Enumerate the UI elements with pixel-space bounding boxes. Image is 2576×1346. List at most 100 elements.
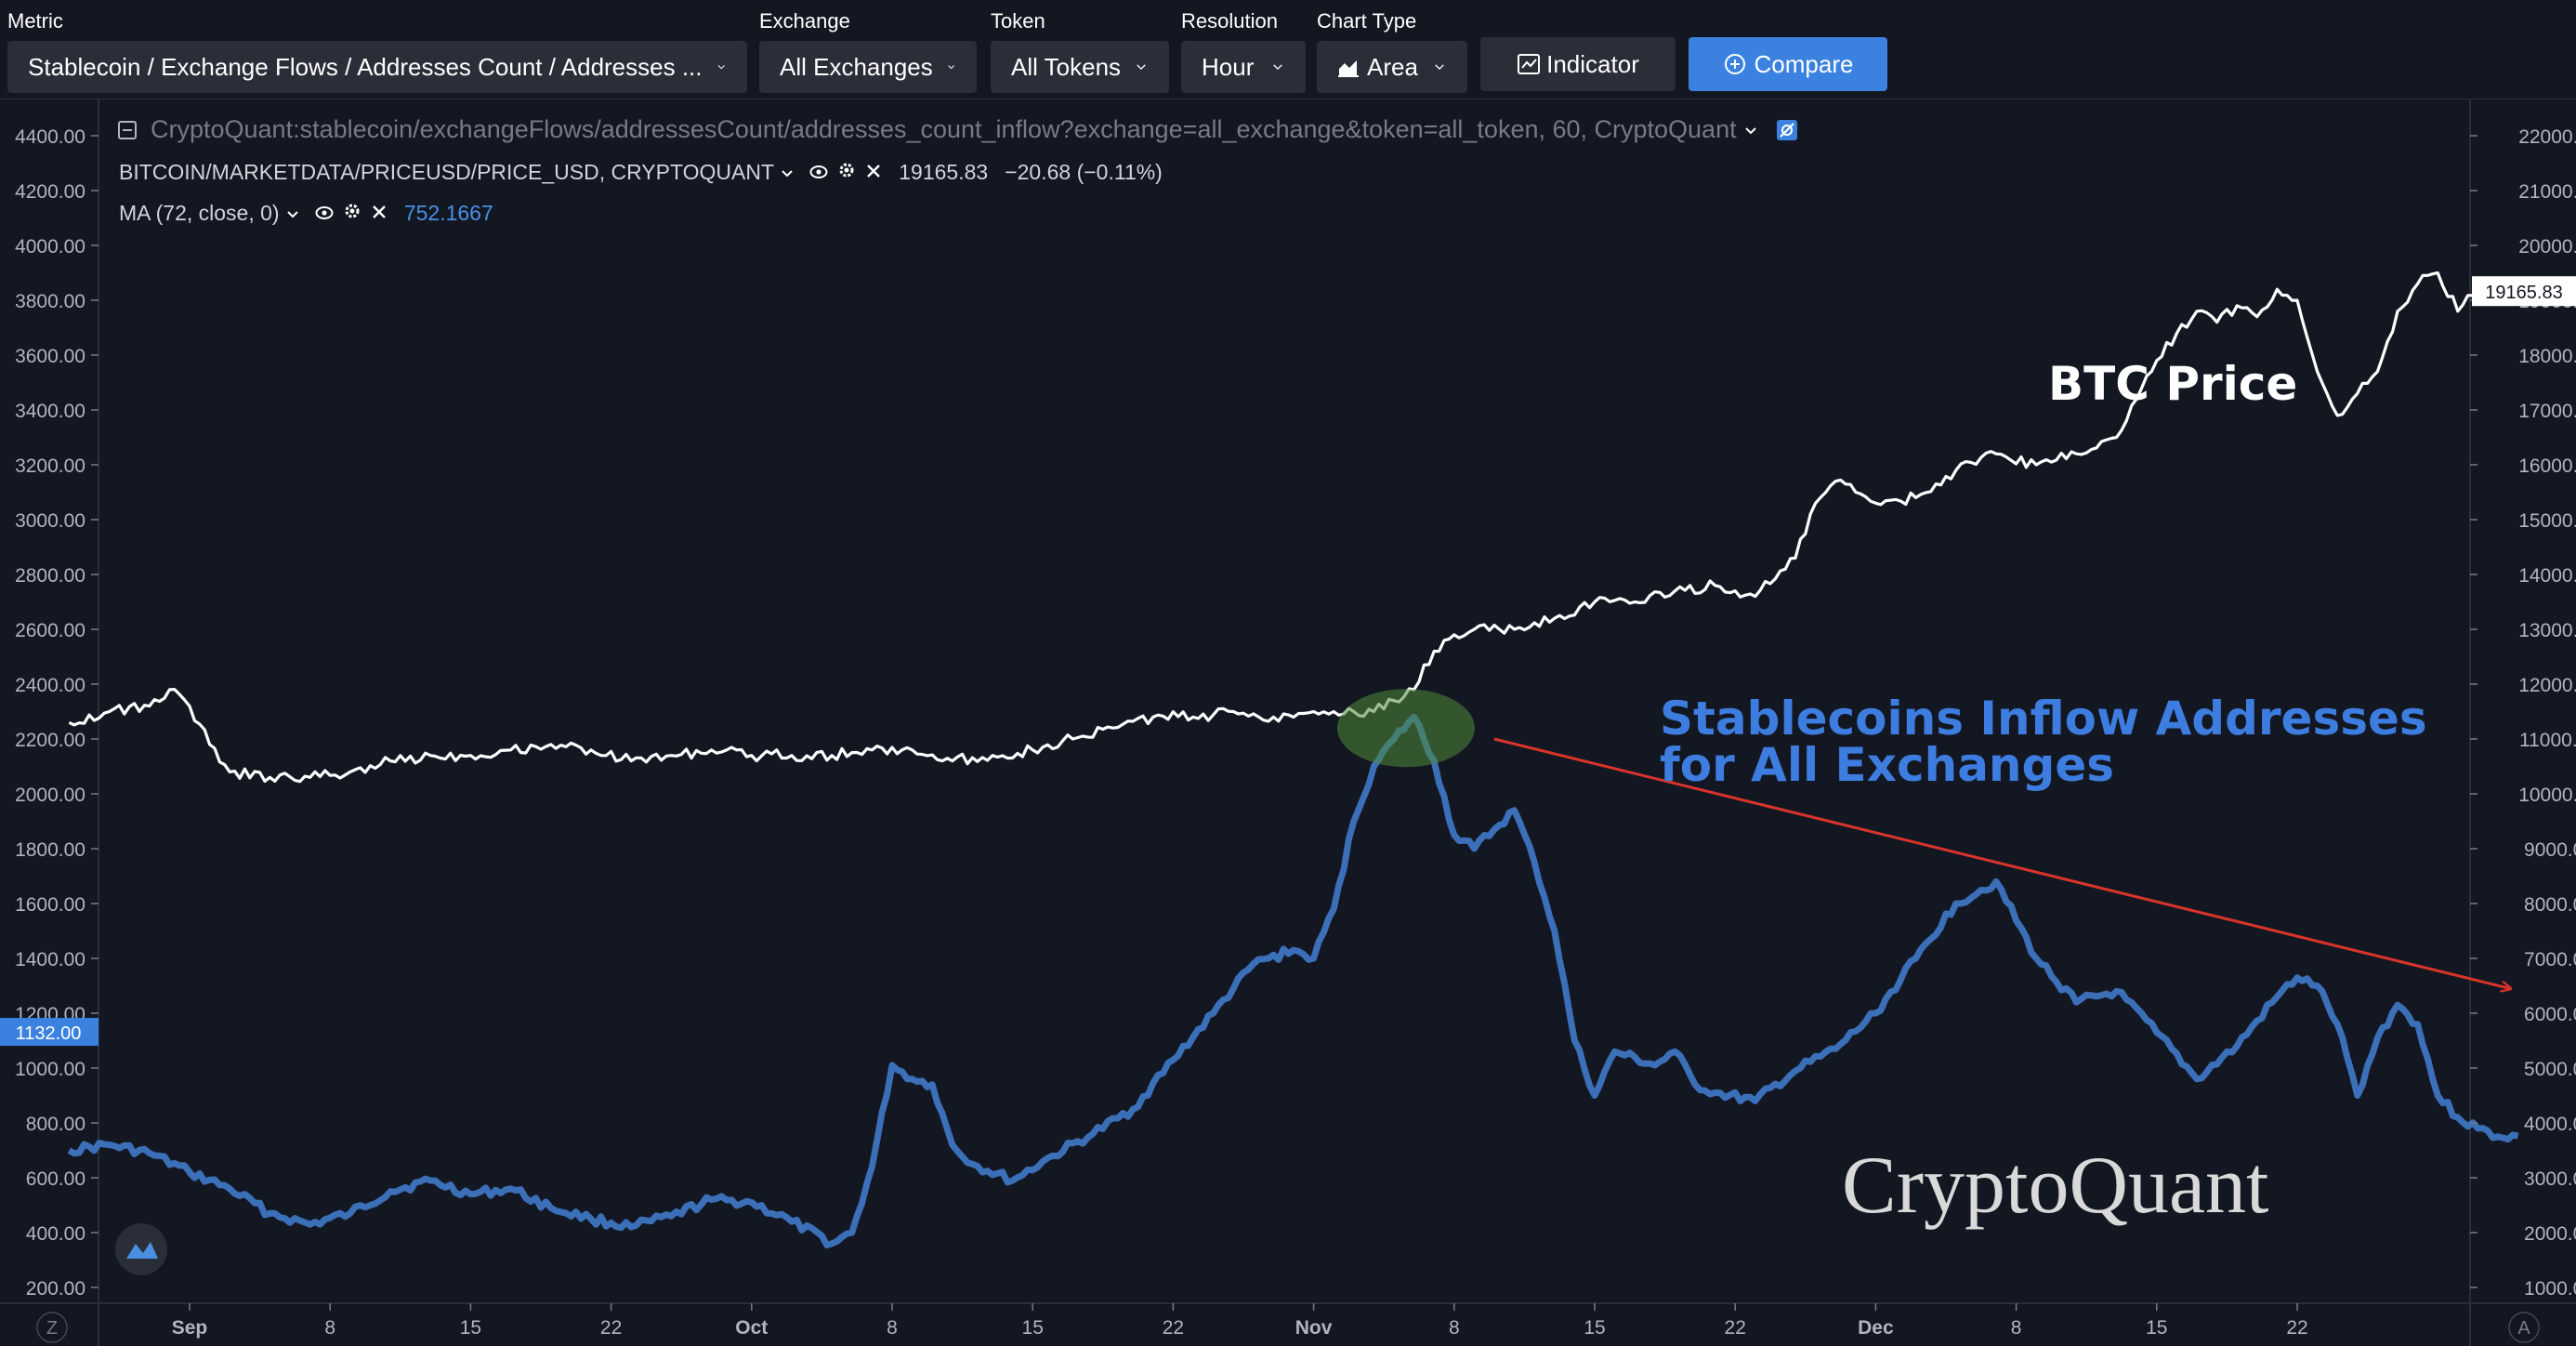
chart-type-label: Chart Type	[1317, 9, 1417, 33]
chevron-down-icon[interactable]	[1742, 122, 1759, 139]
right-axis-tick-label: 8000.00	[2524, 894, 2576, 916]
left-axis-tick-label: 2600.00	[15, 620, 85, 641]
peak-highlight-ellipse	[1336, 689, 1475, 768]
legend-series-price-change: −20.68 (−0.11%)	[1005, 160, 1163, 184]
cryptoquant-watermark: CryptoQuant	[1842, 1141, 2269, 1231]
x-axis-tick-label: 8	[887, 1317, 898, 1339]
left-price-tag	[0, 1018, 99, 1047]
token-group: Token All Tokens	[991, 7, 1169, 93]
gear-icon[interactable]	[343, 202, 361, 220]
app-logo-icon[interactable]	[115, 1223, 167, 1275]
chevron-down-icon	[1273, 64, 1282, 71]
x-axis-tick-label: 8	[2011, 1317, 2022, 1339]
chevron-down-icon	[1137, 64, 1146, 71]
close-icon[interactable]	[865, 163, 882, 179]
right-axis-tick-label: 5000.00	[2524, 1059, 2576, 1080]
axes: 4400.00 4200.00 4000.00 3800.00 3600.00 3400.…	[0, 126, 2576, 1343]
resolution-label: Resolution	[1181, 9, 1278, 33]
eye-icon[interactable]	[809, 165, 828, 179]
right-price-tag-label: 19165.83	[2485, 283, 2562, 303]
right-axis-tick-label: 22000.00	[2518, 126, 2576, 148]
chart-canvas[interactable]: 4400.00 4200.00 4000.00 3800.00 3600.00 3400.…	[0, 99, 2576, 1346]
legend-series-price-value: 19165.83	[899, 160, 989, 184]
left-axis-tick-label: 3600.00	[15, 346, 85, 367]
indicator-label: Indicator	[1546, 49, 1639, 78]
resolution-group: Resolution Hour	[1181, 7, 1306, 93]
exchange-label: Exchange	[759, 9, 850, 33]
stablecoins-annotation-line2: for All Exchanges	[1660, 738, 2114, 792]
chevron-down-icon	[1435, 64, 1444, 71]
left-axis-tick-label: 2800.00	[15, 565, 85, 587]
exchange-value: All Exchanges	[780, 52, 933, 81]
corner-zoom-label[interactable]: Z	[46, 1318, 58, 1339]
app-logo-mark	[126, 1242, 158, 1259]
right-axis-tick-label: 18000.00	[2518, 346, 2576, 367]
left-axis-tick-label: 600.00	[26, 1168, 85, 1190]
legend-series-price[interactable]: BITCOIN/MARKETDATA/PRICEUSD/PRICE_USD, C…	[119, 160, 1163, 185]
right-axis-tick-label: 11000.00	[2519, 730, 2576, 751]
chart-type-select[interactable]: Area	[1317, 41, 1467, 93]
chevron-down-icon[interactable]	[780, 165, 795, 180]
left-axis-tick-label: 400.00	[26, 1223, 85, 1245]
right-axis-tick-label: 21000.00	[2518, 181, 2576, 203]
collapse-icon[interactable]	[117, 120, 138, 140]
x-axis-tick-label: 15	[2146, 1317, 2167, 1339]
left-axis-tick-label: 3400.00	[15, 401, 85, 422]
metric-group: Metric Stablecoin / Exchange Flows / Add…	[7, 7, 747, 93]
grid	[0, 99, 2576, 1346]
x-axis-tick-label: Sep	[172, 1317, 208, 1339]
right-axis-tick-label: 20000.00	[2518, 236, 2576, 257]
legend-series-inflow[interactable]: CryptoQuant:stablecoin/exchangeFlows/add…	[117, 115, 1798, 144]
inflow-series-line	[67, 713, 2519, 1249]
right-axis-tick-label: 10000.00	[2518, 785, 2576, 806]
chart-type-group: Chart Type Area	[1317, 7, 1467, 93]
right-axis-tick-label: 16000.00	[2518, 455, 2576, 477]
legend-ma-value: 752.1667	[403, 201, 493, 225]
eye-icon[interactable]	[315, 205, 334, 220]
left-axis-tick-label: 1600.00	[15, 894, 85, 916]
right-axis-tick-label: 6000.00	[2524, 1004, 2576, 1025]
gear-icon[interactable]	[837, 161, 856, 179]
left-axis-tick-label: 800.00	[26, 1114, 85, 1135]
price-series-line	[68, 271, 2519, 784]
corner-auto-label[interactable]: A	[2517, 1318, 2530, 1339]
right-axis-tick-label: 9000.00	[2524, 839, 2576, 861]
right-axis-tick-label: 4000.00	[2524, 1114, 2576, 1135]
left-axis-tick-label: 2000.00	[15, 785, 85, 806]
legend-ma-icons	[315, 202, 388, 226]
exchange-select[interactable]: All Exchanges	[759, 41, 977, 93]
plus-circle-icon	[1724, 54, 1745, 74]
close-icon[interactable]	[371, 204, 388, 220]
annotations: BTC Price Stablecoins Inflow Addressesfor…	[115, 357, 2510, 1275]
corner-zoom-button[interactable]	[36, 1312, 68, 1343]
chart-area[interactable]: 4400.00 4200.00 4000.00 3800.00 3600.00 3400.…	[0, 99, 2576, 1346]
left-axis-tick-label: 2400.00	[15, 675, 85, 696]
hidden-eye-icon[interactable]	[1776, 119, 1798, 141]
x-axis-tick-label: Dec	[1858, 1317, 1894, 1339]
right-axis-tick-label: 14000.00	[2518, 565, 2576, 587]
stablecoins-annotation-line1: Stablecoins Inflow Addresses	[1660, 692, 2427, 746]
metric-select[interactable]: Stablecoin / Exchange Flows / Addresses …	[7, 41, 747, 93]
left-axis-tick-label: 1000.00	[15, 1059, 85, 1080]
left-axis-tick-label: 4000.00	[15, 236, 85, 257]
btc-price-annotation: BTC Price	[2048, 357, 2297, 411]
x-axis-tick-label: 15	[460, 1317, 481, 1339]
metric-value: Stablecoin / Exchange Flows / Addresses …	[28, 52, 703, 81]
chevron-down-icon[interactable]	[285, 206, 300, 221]
chart-box-icon	[1518, 54, 1541, 74]
left-axis-tick-label: 1800.00	[15, 839, 85, 861]
indicator-button[interactable]: Indicator	[1480, 37, 1676, 91]
x-axis-tick-label: 22	[1163, 1317, 1184, 1339]
resolution-select[interactable]: Hour	[1181, 41, 1306, 93]
token-select[interactable]: All Tokens	[991, 41, 1169, 93]
x-axis-tick-label: 15	[1022, 1317, 1044, 1339]
resolution-value: Hour	[1202, 52, 1255, 81]
compare-button[interactable]: Compare	[1689, 37, 1887, 91]
corner-auto-button[interactable]	[2508, 1312, 2540, 1343]
legend-ma[interactable]: MA (72, close, 0) 752.1667	[119, 201, 493, 226]
legend-series-price-name: BITCOIN/MARKETDATA/PRICEUSD/PRICE_USD, C…	[119, 160, 775, 184]
left-price-tag-label: 1132.00	[16, 1023, 82, 1044]
left-axis-tick-label: 200.00	[26, 1278, 85, 1300]
right-price-tag	[2472, 276, 2576, 307]
right-axis-tick-label: 2000.00	[2524, 1223, 2576, 1245]
